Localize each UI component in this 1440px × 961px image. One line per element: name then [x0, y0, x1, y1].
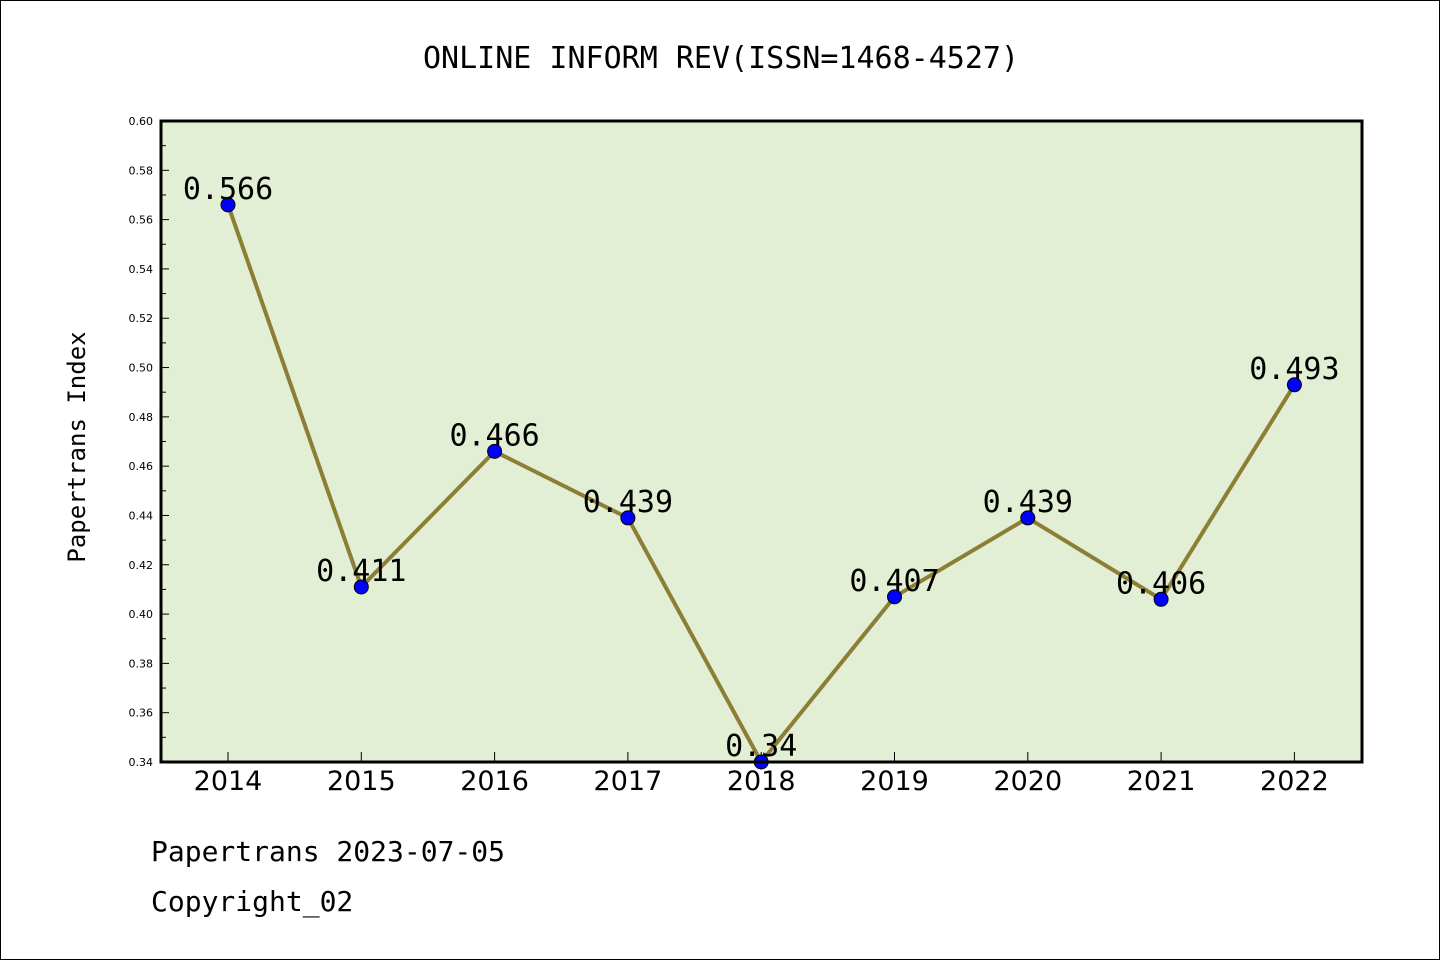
data-label: 0.407 [849, 564, 939, 599]
y-tick-label: 0.42 [129, 559, 154, 572]
data-point [620, 510, 636, 526]
data-point [220, 197, 236, 213]
y-tick-label: 0.60 [129, 115, 154, 128]
y-tick-label: 0.38 [129, 657, 154, 670]
x-tick-label: 2015 [327, 766, 396, 797]
y-tick-label: 0.54 [129, 263, 154, 276]
data-point [887, 589, 902, 605]
data-label: 0.493 [1249, 352, 1339, 387]
data-label: 0.406 [1116, 566, 1206, 601]
data-label: 0.411 [316, 554, 406, 589]
plot-border [159, 119, 1364, 764]
x-tick-label: 2019 [860, 766, 929, 797]
footer-copyright: Copyright_02 [151, 885, 354, 918]
y-tick-label: 0.40 [129, 608, 154, 621]
y-tick-label: 0.34 [129, 756, 154, 769]
y-tick-label: 0.36 [129, 707, 154, 720]
data-point [353, 579, 369, 595]
data-label: 0.439 [583, 485, 673, 520]
plot-area [161, 121, 1362, 762]
x-axis: 2014 2015 2016 2017 2018 2019 2020 2021 2022 [194, 752, 1329, 797]
chart-title: ONLINE INFORM REV(ISSN=1468-4527) [423, 41, 1019, 76]
y-axis-label: Papertrans Index [63, 331, 91, 562]
x-tick-label: 2018 [727, 766, 796, 797]
data-label: 0.566 [183, 172, 273, 207]
x-tick-label: 2022 [1260, 766, 1329, 797]
y-tick-label: 0.48 [129, 411, 154, 424]
data-point [1286, 377, 1302, 393]
x-tick-label: 2014 [194, 766, 263, 797]
data-point [1153, 591, 1169, 607]
x-tick-label: 2017 [594, 766, 663, 797]
x-tick-label: 2016 [460, 766, 529, 797]
series-layer: 0.566 0.411 0.466 0.439 0.34 0.407 0.439 0.406 0… [183, 172, 1340, 770]
data-point [1020, 510, 1036, 526]
data-point [487, 443, 503, 459]
y-tick-label: 0.58 [129, 164, 154, 177]
y-tick-label: 0.56 [129, 214, 154, 227]
data-label: 0.439 [983, 485, 1073, 520]
y-tick-label: 0.46 [129, 460, 154, 473]
x-tick-label: 2020 [993, 766, 1062, 797]
data-label: 0.34 [725, 729, 797, 764]
y-axis: 0.34 0.36 0.38 0.40 0.42 0.44 0.46 0.48 0.50 0.52… [129, 115, 169, 769]
y-tick-label: 0.52 [129, 312, 154, 325]
x-tick-label: 2021 [1127, 766, 1196, 797]
y-tick-label: 0.44 [129, 509, 154, 522]
y-tick-label: 0.50 [129, 362, 154, 375]
footer-date: Papertrans 2023-07-05 [151, 835, 506, 868]
data-label: 0.466 [449, 418, 539, 453]
